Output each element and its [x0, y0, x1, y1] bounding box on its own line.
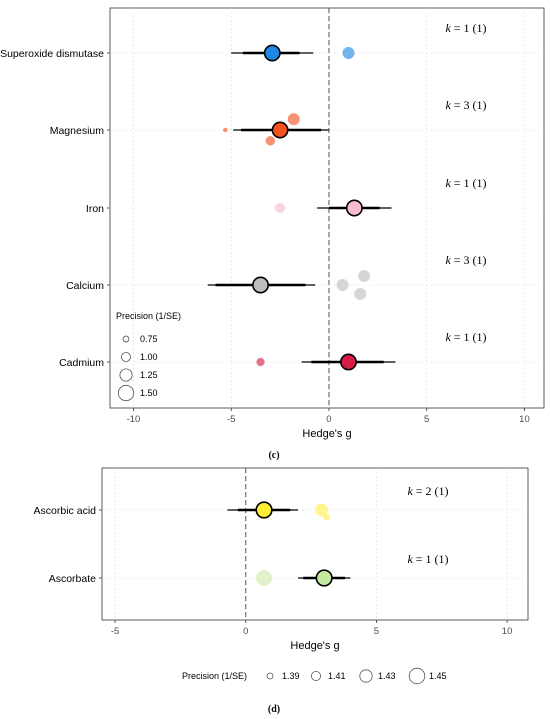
k-symbol: k — [445, 253, 451, 267]
k-symbol: k — [407, 552, 413, 566]
plot-panel-frame — [101, 467, 529, 621]
legend-entry-label: 1.50 — [140, 388, 158, 398]
k-symbol: k — [445, 330, 451, 344]
legend-key-circle — [359, 669, 373, 683]
legend-entry-label: 1.00 — [140, 352, 158, 362]
k-count: = 1 (1) — [451, 21, 487, 35]
x-axis-title: Hedge's g — [302, 428, 351, 440]
row-label: Iron — [86, 203, 104, 215]
k-count: = 3 (1) — [451, 98, 487, 112]
k-annotation: k = 1 (1) — [407, 552, 448, 566]
panel-caption: (c) — [268, 450, 279, 461]
study-point — [315, 503, 328, 517]
k-annotation: k = 1 (1) — [445, 21, 486, 35]
k-annotation: k = 1 (1) — [445, 330, 486, 344]
k-symbol: k — [445, 176, 451, 190]
legend-entry-label: 1.41 — [328, 671, 346, 681]
panel-caption: (d) — [268, 704, 280, 715]
pooled-estimate-point — [345, 199, 363, 217]
tick-label-x: -5 — [111, 626, 119, 637]
legend-key-circle — [266, 672, 274, 680]
panel-0: -10 -5 0 5 10 Hedge's g Superoxide dismutase k … — [0, 7, 545, 461]
k-count: = 1 (1) — [451, 330, 487, 344]
k-annotation: k = 1 (1) — [445, 176, 486, 190]
tick-label-x: 10 — [519, 414, 530, 425]
study-point — [354, 287, 367, 301]
study-point — [256, 357, 265, 367]
legend-key-circle — [122, 335, 130, 343]
study-point — [223, 127, 228, 133]
k-count: = 1 (1) — [451, 176, 487, 190]
legend-key-circle — [408, 667, 426, 685]
study-point — [342, 46, 355, 60]
k-symbol: k — [445, 21, 451, 35]
study-point — [274, 202, 286, 214]
panel-1: -5 0 5 10 Hedge's g Ascorbic acid k = 2 (1) Asc… — [34, 467, 529, 715]
legend-entry-label: 1.45 — [429, 671, 447, 681]
study-point — [323, 513, 331, 521]
study-point — [358, 269, 371, 283]
row-label: Cadmium — [59, 357, 104, 369]
x-axis-title: Hedge's g — [290, 640, 339, 652]
study-point — [255, 569, 273, 587]
legend-entry-label: 1.39 — [282, 671, 300, 681]
row-label: Ascorbic acid — [34, 505, 97, 517]
legend-title: Precision (1/SE) — [182, 671, 247, 681]
legend-entry-label: 0.75 — [140, 334, 158, 344]
pooled-estimate-point — [252, 276, 270, 294]
pooled-estimate-point — [315, 569, 333, 587]
tick-label-x: 5 — [374, 626, 379, 637]
legend-title: Precision (1/SE) — [116, 311, 181, 321]
legend-entry-label: 1.43 — [378, 671, 396, 681]
row-label: Ascorbate — [49, 573, 96, 585]
k-symbol: k — [407, 484, 413, 498]
k-annotation: k = 2 (1) — [407, 484, 448, 498]
legend-key-circle — [121, 352, 131, 362]
pooled-estimate-point — [271, 121, 289, 139]
pooled-estimate-point — [340, 353, 357, 371]
row-label: Magnesium — [50, 125, 105, 137]
legend-key-circle — [117, 384, 135, 402]
k-annotation: k = 3 (1) — [445, 253, 486, 267]
pooled-estimate-point — [263, 44, 281, 62]
k-annotation: k = 3 (1) — [445, 98, 486, 112]
study-point — [336, 278, 349, 292]
tick-label-x: 10 — [502, 626, 513, 637]
row-label: Superoxide dismutase — [0, 48, 104, 60]
k-count: = 1 (1) — [413, 552, 449, 566]
study-point — [265, 136, 276, 146]
k-count: = 2 (1) — [413, 484, 449, 498]
study-point — [287, 113, 300, 126]
legend-key-circle — [119, 368, 133, 382]
legend-key-circle — [310, 671, 321, 682]
tick-label-x: 0 — [243, 626, 248, 637]
pooled-estimate-point — [255, 501, 273, 519]
k-count: = 3 (1) — [451, 253, 487, 267]
tick-label-x: -10 — [127, 414, 141, 425]
legend-entry-label: 1.25 — [140, 370, 158, 380]
tick-label-x: -5 — [227, 414, 235, 425]
k-symbol: k — [445, 98, 451, 112]
tick-label-x: 5 — [424, 414, 429, 425]
row-label: Calcium — [66, 280, 104, 292]
tick-label-x: 0 — [326, 414, 331, 425]
